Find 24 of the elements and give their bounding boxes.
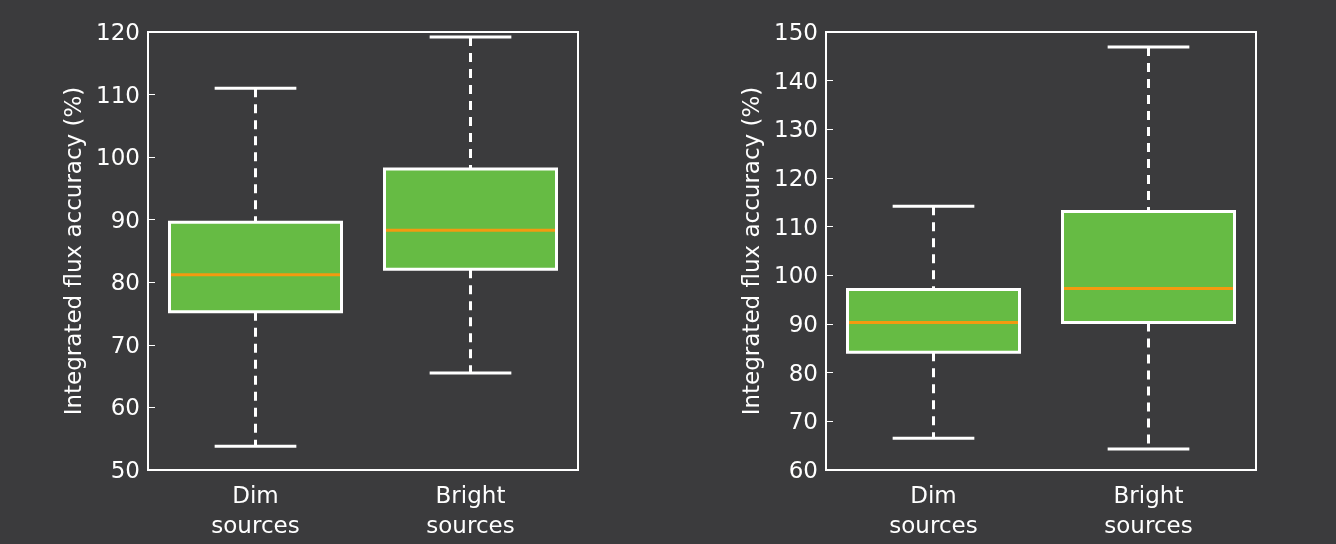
y-tick-label: 80 (110, 269, 140, 296)
x-tick-label: Dim sources (889, 482, 978, 538)
y-tick-label: 70 (788, 408, 818, 435)
y-tick-label: 70 (110, 331, 140, 358)
y-tick-label: 110 (774, 213, 818, 240)
y-axis-title: Integrated flux accuracy (%) (737, 86, 764, 416)
y-tick-label: 100 (774, 262, 818, 289)
y-tick-label: 90 (788, 311, 818, 337)
y-tick-label: 100 (96, 144, 140, 171)
y-axis-title: Integrated flux accuracy (%) (59, 86, 86, 416)
y-tick-label: 50 (110, 457, 140, 483)
y-tick-label: 60 (788, 457, 818, 483)
x-tick-label: Bright sources (426, 482, 515, 538)
y-tick-label: 80 (788, 359, 818, 386)
y-tick-label: 90 (110, 206, 140, 233)
y-tick-label: 120 (774, 165, 818, 191)
y-tick-label: 120 (96, 19, 140, 45)
y-tick-label: 110 (96, 81, 140, 108)
y-tick-label: 150 (774, 19, 818, 45)
y-tick-label: 140 (774, 67, 818, 94)
x-tick-label: Bright sources (1104, 482, 1193, 538)
x-tick-label: Dim sources (211, 482, 300, 538)
y-tick-label: 60 (110, 394, 140, 421)
y-tick-label: 130 (774, 116, 818, 143)
